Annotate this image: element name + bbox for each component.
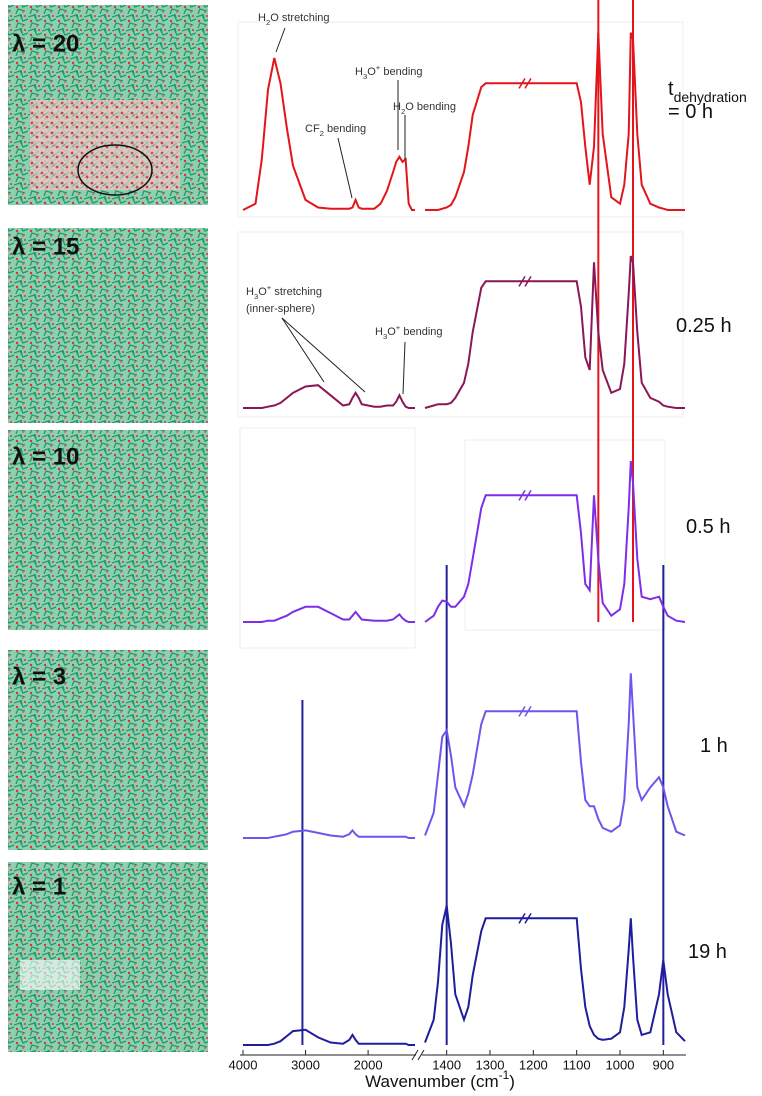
break-mark (518, 912, 532, 924)
text-part: O (367, 66, 376, 78)
spectrum (424, 255, 685, 409)
text-part: = 0 h (668, 101, 713, 123)
lambda-label: λ = 20 (12, 30, 79, 57)
text-part: O (258, 286, 267, 298)
time-label: 19 h (688, 941, 727, 963)
snapshot (8, 862, 208, 1052)
x-tick-label: 1400 (432, 1057, 461, 1072)
panel-frame (237, 21, 684, 218)
x-tick-label: 1200 (519, 1057, 548, 1072)
annotation: CF2 bending (305, 123, 366, 138)
text-part: ) (509, 1072, 515, 1091)
text-part: O (387, 326, 396, 338)
text-part: bending (400, 326, 442, 338)
text-part: + (396, 323, 401, 332)
spectrum (425, 32, 685, 211)
snapshot (8, 430, 208, 630)
lambda-label: λ = 10 (12, 443, 79, 470)
text-part: t (668, 78, 674, 100)
spectrum (424, 905, 686, 1043)
annotation: H3O+ stretching (246, 283, 322, 301)
text-part: bending (324, 123, 366, 135)
x-tick-label: 1000 (606, 1057, 635, 1072)
time-label: = 0 h (668, 101, 713, 123)
text-part: O stretching (270, 12, 329, 24)
leader-line (275, 27, 286, 53)
text-part: bending (380, 66, 422, 78)
annotation: H3O+ bending (375, 323, 443, 341)
text-part: 3 (363, 72, 367, 81)
annotation: (inner-sphere) (246, 303, 315, 315)
text-part: H (246, 286, 254, 298)
molecular-snapshots (8, 5, 208, 1052)
text-part: + (267, 283, 272, 292)
x-tick-label: 2000 (354, 1057, 383, 1072)
text-part: 2 (266, 18, 270, 27)
text-part: H (355, 66, 363, 78)
spectrum (243, 1028, 415, 1046)
text-part: 19 h (688, 941, 727, 963)
text-part: H (375, 326, 383, 338)
text-part: 1 h (700, 735, 728, 757)
break-mark (518, 705, 532, 717)
leader-line (281, 317, 366, 393)
text-part: H (258, 12, 266, 24)
snapshot-water-region (30, 100, 180, 190)
text-part: 3 (254, 292, 258, 301)
leader-line (337, 137, 353, 199)
axis-break (411, 1049, 425, 1061)
lambda-label: λ = 15 (12, 233, 79, 260)
lambda-label: λ = 3 (12, 663, 66, 690)
spectrum (424, 673, 686, 837)
x-tick-label: 3000 (291, 1057, 320, 1072)
snapshot (8, 650, 208, 850)
text-part: 2 (401, 107, 405, 116)
leader-line (402, 341, 406, 395)
text-part: + (376, 63, 381, 72)
spectrum (243, 605, 415, 623)
panel-frame (464, 439, 666, 631)
text-part: 0.5 h (686, 516, 730, 538)
x-tick-label: 1300 (476, 1057, 505, 1072)
text-part: dehydration (674, 89, 747, 105)
time-label: 0.25 h (676, 315, 732, 337)
text-part: Wavenumber (cm (365, 1072, 499, 1091)
lambda-label: λ = 1 (12, 873, 66, 900)
text-part: stretching (271, 286, 322, 298)
spectrum (424, 460, 686, 623)
text-part: -1 (499, 1068, 510, 1082)
text-part: 0.25 h (676, 315, 732, 337)
time-label: 1 h (700, 735, 728, 757)
text-part: (inner-sphere) (246, 303, 315, 315)
break-mark (518, 275, 532, 287)
snapshot (8, 228, 208, 423)
panel-frame (237, 231, 684, 418)
panel-frame (239, 427, 416, 649)
x-tick-label: 900 (652, 1057, 674, 1072)
text-part: 2 (320, 129, 324, 138)
break-mark (518, 77, 532, 89)
x-tick-label: 4000 (229, 1057, 258, 1072)
text-part: O bending (405, 101, 456, 113)
annotation: H3O+ bending (355, 63, 423, 81)
leader-line (281, 317, 325, 383)
text-part: 3 (383, 332, 387, 341)
time-label: 0.5 h (686, 516, 730, 538)
snapshot-void (20, 960, 80, 990)
spectrum (243, 828, 415, 839)
spectrum (243, 384, 415, 409)
text-part: H (393, 101, 401, 113)
x-axis-label: Wavenumber (cm-1) (365, 1068, 515, 1091)
x-tick-label: 1100 (563, 1057, 591, 1072)
annotation: H2O stretching (258, 12, 330, 27)
time-label: tdehydration (668, 78, 747, 104)
annotation: H2O bending (393, 101, 456, 116)
spectrum (242, 57, 415, 211)
break-mark (518, 489, 532, 501)
water-cluster-outline (77, 144, 153, 196)
text-part: CF (305, 123, 320, 135)
